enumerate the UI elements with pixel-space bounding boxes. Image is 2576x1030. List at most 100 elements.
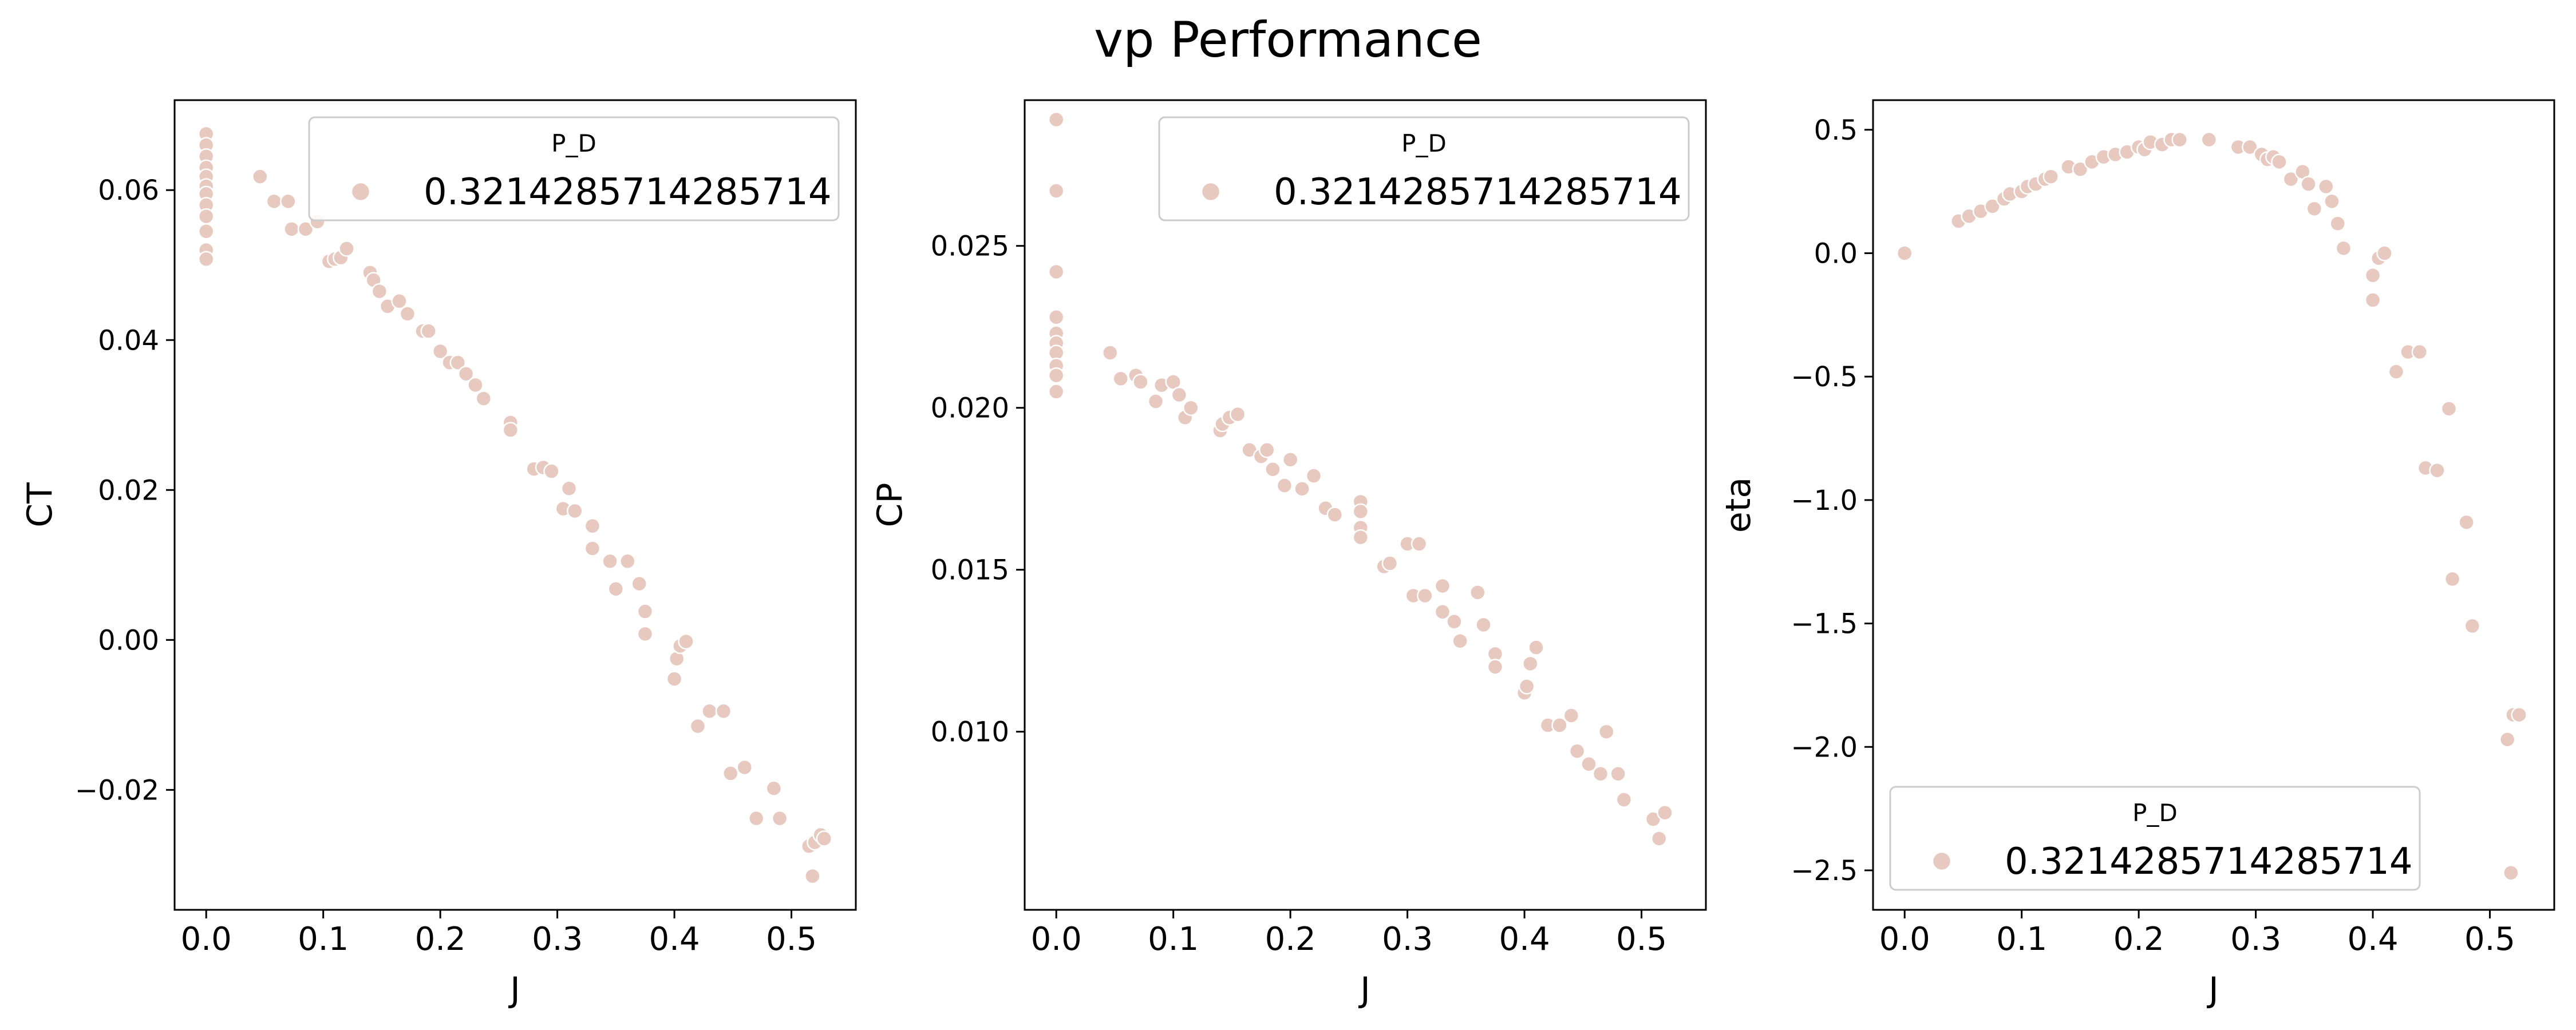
data-point [804, 867, 821, 885]
data-point [1446, 613, 1463, 630]
legend-box [1158, 116, 1690, 221]
data-point [2329, 215, 2346, 232]
data-point [2376, 245, 2393, 262]
data-point [197, 223, 215, 240]
data-point [2306, 200, 2323, 217]
chart-panel-cp: 0.0 0.1 0.2 0.3 0.4 0.5 0.010 0.015 0.020 0.025 J C… [870, 99, 1707, 1010]
data-point [1048, 183, 1065, 199]
data-point [1147, 393, 1164, 410]
data-point [607, 580, 625, 597]
legend-entry-label: 0.3214285714285714 [2005, 841, 2413, 883]
data-point [1048, 308, 1065, 326]
data-point [666, 671, 683, 687]
data-point [1518, 678, 1535, 695]
data-point [1171, 386, 1188, 403]
y-tick-label: −2.5 [1791, 855, 1858, 887]
y-tick-label: 0.015 [931, 554, 1009, 587]
data-point [280, 193, 297, 210]
data-point [1132, 374, 1149, 390]
data-point [1528, 639, 1544, 656]
data-point [1551, 717, 1568, 734]
chart-panel-eta: 0.0 0.1 0.2 0.3 0.4 0.5 −2.5 −2.0 −1.5 −1.0 −0.5 0.… [1718, 99, 2555, 1010]
data-point [338, 240, 355, 257]
data-point [457, 365, 475, 382]
x-tick-label: 0.3 [532, 921, 583, 958]
data-point [1896, 245, 1913, 262]
x-tick-label: 0.4 [2348, 921, 2399, 958]
data-point [1610, 766, 1626, 782]
x-tick-label: 0.0 [1879, 921, 1930, 958]
data-point [715, 703, 732, 720]
legend-entry-label: 0.3214285714285714 [424, 171, 832, 213]
x-tick-label: 0.5 [766, 921, 817, 958]
data-point [1048, 111, 1065, 128]
legend-title: P_D [2132, 799, 2178, 827]
data-point [1657, 804, 1673, 821]
data-point [2503, 865, 2519, 881]
data-point [1522, 655, 1539, 672]
data-point [816, 830, 833, 847]
x-axis-label: J [508, 970, 520, 1010]
y-tick-label: 0.5 [1814, 114, 1858, 146]
legend-marker [1931, 851, 1952, 871]
data-point [619, 553, 636, 570]
data-point [475, 390, 492, 407]
data-point [2300, 176, 2317, 192]
legend-marker [350, 181, 371, 202]
legend-entry-label: 0.3214285714285714 [1274, 171, 1682, 213]
data-point [1282, 451, 1299, 468]
y-axis-label: eta [1718, 477, 1759, 533]
data-point [2318, 178, 2334, 195]
x-tick-label: 0.5 [2464, 921, 2515, 958]
data-point [2200, 131, 2218, 148]
x-tick-label: 0.3 [1382, 921, 1433, 958]
data-point [2458, 514, 2475, 530]
data-point [2042, 168, 2060, 185]
data-point [2242, 138, 2258, 156]
y-tick-label: 0.010 [931, 716, 1009, 748]
data-point [2411, 343, 2428, 360]
data-point [771, 810, 788, 827]
data-point [1475, 616, 1492, 633]
data-point [2282, 171, 2300, 188]
y-tick-label: 0.06 [98, 175, 159, 207]
data-point [2364, 267, 2381, 284]
data-point [266, 193, 283, 210]
axes-frame [1872, 99, 2555, 911]
data-point [543, 463, 560, 480]
data-point [2271, 153, 2287, 171]
x-tick-label: 0.4 [1499, 921, 1550, 958]
data-point [2364, 292, 2381, 308]
data-point [1598, 723, 1615, 740]
data-point [420, 323, 437, 339]
data-point [2324, 193, 2340, 210]
data-point [1326, 506, 1344, 523]
x-tick-label: 0.2 [2113, 921, 2164, 958]
data-point [1984, 198, 2001, 215]
data-point [584, 540, 601, 557]
y-tick-label: 0.04 [98, 324, 159, 356]
data-point [371, 283, 388, 300]
chart-panel-ct: 0.0 0.1 0.2 0.3 0.4 0.5 −0.02 0.00 0.02 0.04 0.06 J… [20, 99, 857, 1010]
y-tick-label: −1.5 [1791, 608, 1858, 640]
data-point [391, 292, 408, 310]
y-tick-label: 0.025 [931, 231, 1009, 263]
data-point [467, 377, 484, 394]
data-point [1048, 367, 1065, 384]
data-point [1048, 263, 1065, 280]
data-point [631, 575, 647, 592]
data-point [1258, 442, 1275, 458]
data-point [1487, 659, 1504, 675]
data-point [2388, 363, 2405, 380]
data-point [1102, 344, 1119, 361]
data-point [1434, 577, 1451, 595]
y-tick-label: −2.0 [1791, 731, 1858, 763]
data-point [1352, 529, 1369, 546]
y-tick-label: −0.5 [1791, 361, 1858, 393]
data-point [1469, 584, 1486, 601]
x-tick-label: 0.1 [1996, 921, 2047, 958]
data-point [2429, 462, 2445, 479]
data-point [567, 502, 583, 520]
data-point [1452, 632, 1468, 649]
x-axis-label: J [1358, 970, 1370, 1010]
